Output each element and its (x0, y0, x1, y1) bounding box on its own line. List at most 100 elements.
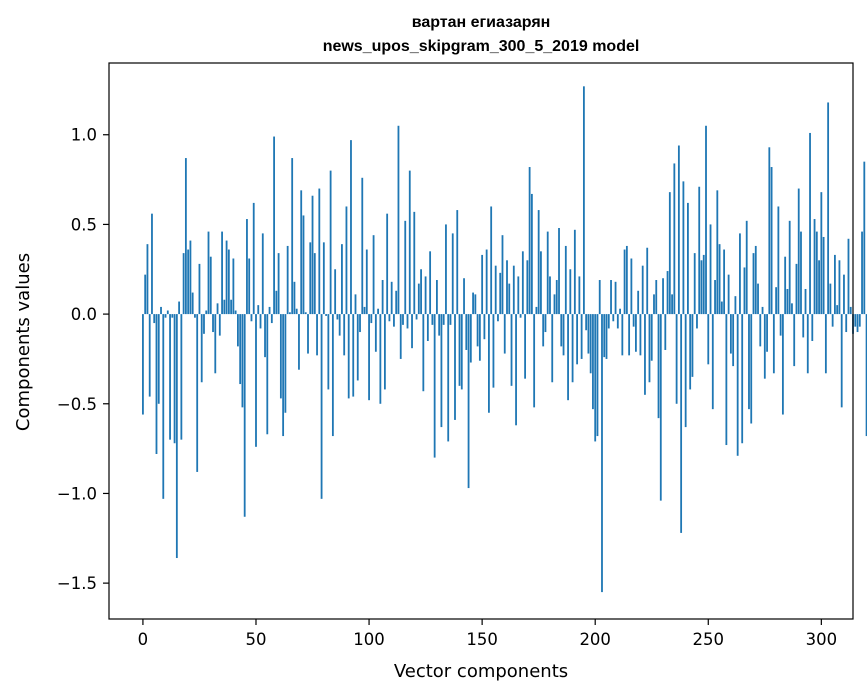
bar (628, 314, 631, 356)
bar (551, 314, 554, 383)
bar (178, 301, 181, 315)
bar (784, 256, 787, 315)
bar (594, 314, 597, 442)
bar (415, 314, 418, 320)
bar (218, 314, 221, 336)
bar (334, 269, 337, 315)
bar (625, 245, 628, 315)
x-axis-label: Vector components (394, 661, 568, 682)
bar (831, 314, 834, 327)
bar (544, 314, 547, 333)
x-tick-label: 150 (466, 630, 498, 649)
bar (390, 281, 393, 315)
bar (212, 314, 214, 333)
bar (598, 280, 601, 315)
bar (757, 283, 759, 315)
bar (655, 280, 658, 315)
bar (266, 314, 269, 435)
bar (772, 314, 775, 374)
chart-title-line-2: news_upos_skipgram_300_5_2019 model (323, 38, 640, 55)
bar (460, 314, 463, 390)
bar (282, 314, 285, 437)
bar (781, 314, 784, 415)
bar (472, 292, 474, 315)
bar (198, 263, 201, 315)
bar (632, 314, 635, 327)
bar (592, 314, 594, 410)
bar (601, 314, 603, 593)
bar (325, 314, 327, 316)
bar (166, 310, 169, 315)
bar (668, 192, 671, 315)
bar (164, 314, 167, 318)
bar (383, 314, 386, 390)
bar (840, 314, 843, 408)
bar (252, 202, 255, 315)
bar (386, 213, 389, 315)
bar (433, 314, 436, 458)
bar (517, 276, 520, 315)
bar (494, 265, 497, 315)
bar (834, 254, 836, 315)
bar (187, 249, 190, 315)
bar (754, 245, 757, 315)
bar (533, 314, 536, 408)
x-tick-label: 0 (138, 630, 149, 649)
bar (302, 215, 305, 315)
bar (157, 314, 160, 404)
bar (616, 314, 619, 329)
bar (587, 314, 590, 354)
bar (521, 251, 524, 315)
bar (768, 147, 771, 315)
bar (250, 314, 253, 322)
bar (171, 314, 174, 318)
bar (320, 314, 323, 499)
bar (519, 314, 522, 318)
bar (508, 283, 511, 315)
bar (277, 253, 280, 315)
bar (614, 281, 617, 315)
plot-frame (108, 62, 854, 620)
bar (300, 190, 303, 315)
bar (845, 314, 848, 333)
bar (370, 314, 373, 324)
bar (858, 314, 861, 327)
bar (345, 206, 348, 315)
bar (680, 314, 683, 533)
bar (605, 314, 608, 359)
y-tick-label: −0.5 (57, 395, 97, 414)
bar (811, 314, 814, 341)
bar (653, 294, 655, 315)
bar (261, 233, 264, 315)
bar (761, 306, 764, 315)
bar (230, 299, 233, 315)
bar (488, 314, 490, 413)
bar (209, 256, 212, 315)
bar (221, 231, 223, 315)
bar (182, 253, 185, 315)
bar (741, 314, 744, 444)
bar (347, 314, 350, 399)
bar (732, 314, 735, 367)
bar (146, 244, 149, 315)
bar (270, 314, 273, 324)
bar (573, 229, 576, 315)
bar (820, 192, 823, 315)
bar (275, 290, 278, 315)
bar (456, 210, 459, 315)
bar (429, 251, 432, 315)
bar (775, 287, 778, 315)
bar (675, 314, 678, 404)
bar (327, 314, 330, 390)
bar (610, 280, 612, 315)
bar (395, 290, 398, 315)
bar (745, 220, 748, 315)
bar (478, 314, 481, 361)
bar (374, 314, 377, 352)
bar (723, 249, 726, 315)
bar (279, 314, 282, 399)
x-tick-label: 300 (806, 630, 838, 649)
bar (413, 211, 416, 315)
bar (184, 158, 187, 315)
bar (578, 276, 581, 315)
